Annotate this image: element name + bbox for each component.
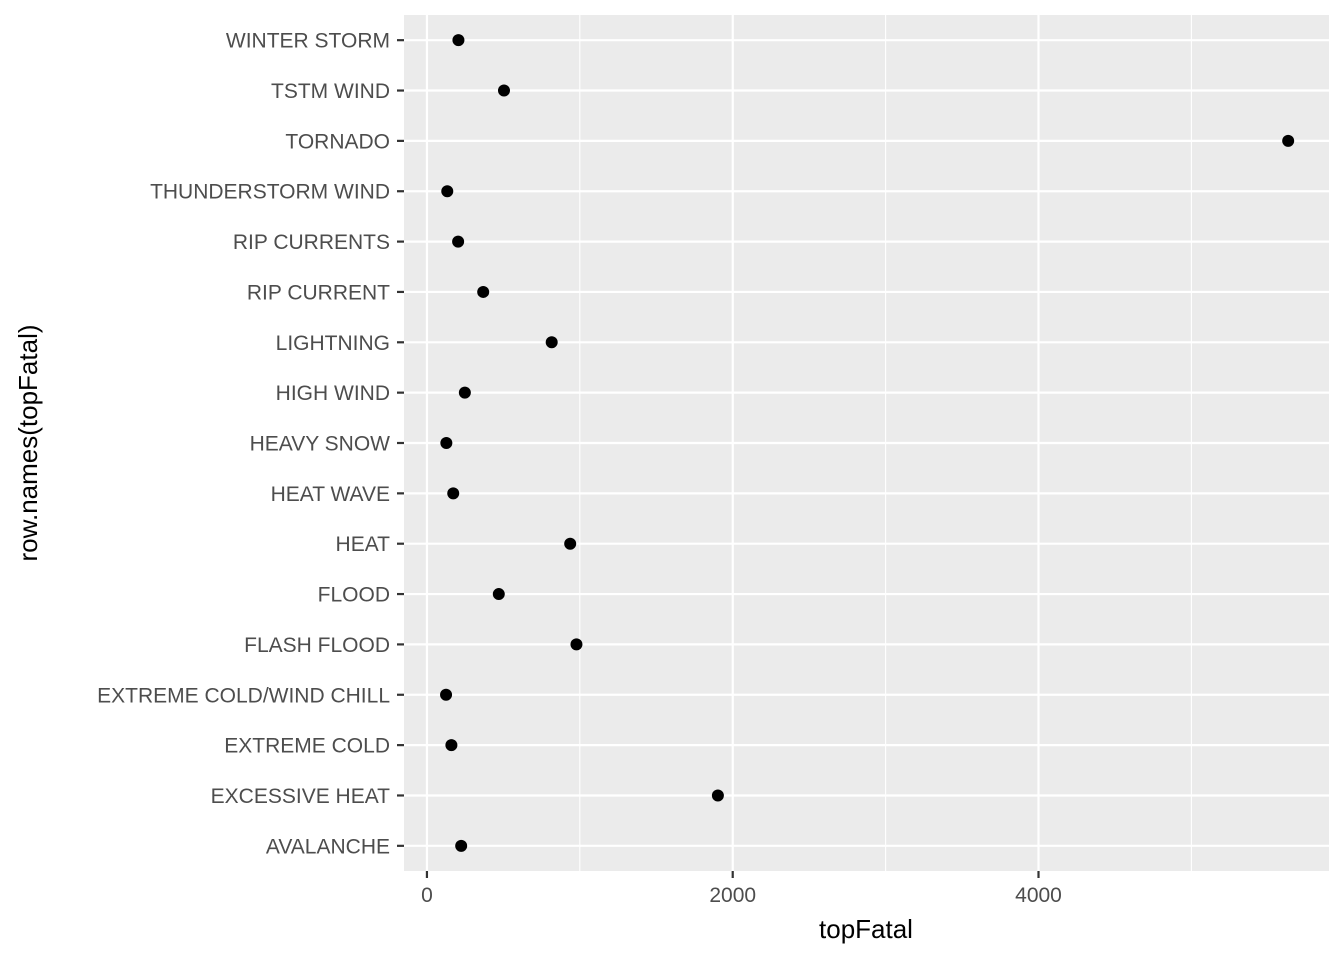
- data-point: [458, 386, 471, 399]
- y-tick-label: WINTER STORM: [226, 30, 390, 53]
- data-point: [452, 235, 465, 248]
- y-tick-label: HEAT WAVE: [271, 483, 390, 506]
- y-tick-label: TORNADO: [285, 130, 390, 153]
- y-axis-title: row.names(topFatal): [13, 325, 43, 562]
- data-point: [477, 285, 490, 298]
- y-tick-label: THUNDERSTORM WIND: [150, 181, 390, 204]
- x-tick-label: 4000: [1015, 884, 1062, 907]
- y-tick-label: TSTM WIND: [271, 80, 390, 103]
- y-tick-label: HIGH WIND: [276, 382, 390, 405]
- y-tick-label: EXTREME COLD/WIND CHILL: [97, 684, 390, 707]
- data-point: [570, 638, 583, 651]
- y-tick-label: RIP CURRENTS: [233, 231, 390, 254]
- data-points: [440, 34, 1295, 852]
- data-point: [455, 839, 468, 852]
- y-tick-label: FLOOD: [318, 584, 390, 607]
- data-point: [497, 84, 510, 97]
- y-tick-label: EXCESSIVE HEAT: [211, 785, 391, 808]
- data-point: [564, 537, 577, 550]
- x-tick-label: 0: [421, 884, 433, 907]
- y-tick-label: HEAT: [336, 533, 391, 556]
- y-tick-label: AVALANCHE: [266, 835, 390, 858]
- data-point: [1282, 134, 1295, 147]
- x-axis: 0 2000 4000: [421, 871, 1062, 907]
- data-point: [440, 437, 453, 449]
- data-point: [445, 739, 458, 752]
- data-point: [440, 688, 453, 701]
- y-tick-label: RIP CURRENT: [247, 281, 390, 304]
- y-tick-label: HEAVY SNOW: [250, 433, 391, 456]
- data-point: [711, 789, 724, 802]
- major-gridlines: [404, 15, 1329, 871]
- data-point: [545, 336, 558, 349]
- data-point: [452, 34, 465, 47]
- data-point: [492, 588, 505, 601]
- data-point: [441, 185, 454, 198]
- y-tick-label: EXTREME COLD: [224, 735, 390, 758]
- y-tick-label: LIGHTNING: [276, 332, 390, 355]
- x-axis-title: topFatal: [819, 914, 913, 944]
- x-tick-label: 2000: [709, 884, 756, 907]
- y-tick-label: FLASH FLOOD: [244, 634, 390, 657]
- data-point: [447, 487, 460, 500]
- y-axis: AVALANCHE EXCESSIVE HEAT EXTREME COLD EXTRE…: [97, 30, 404, 858]
